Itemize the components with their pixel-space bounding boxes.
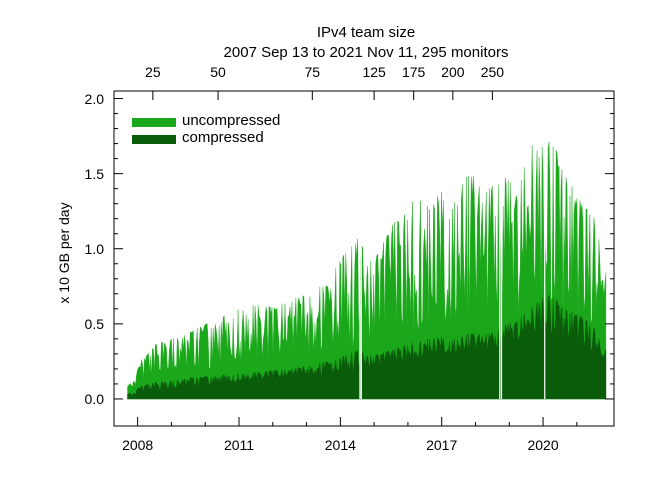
x-tick-label-2020: 2020 bbox=[527, 437, 559, 453]
axis-ticks bbox=[114, 91, 614, 426]
y-tick-label-0.5: 0.5 bbox=[84, 315, 104, 332]
x-tick-label-2017: 2017 bbox=[426, 437, 458, 453]
legend-swatch-compressed bbox=[132, 135, 176, 144]
y-tick-label-1.0: 1.0 bbox=[84, 240, 104, 257]
top-tick-label-250: 250 bbox=[480, 64, 505, 80]
chart-subtitle: 2007 Sep 13 to 2021 Nov 11, 295 monitors bbox=[223, 44, 509, 61]
top-tick-label-125: 125 bbox=[362, 64, 386, 80]
top-tick-label-175: 175 bbox=[401, 64, 426, 80]
y-tick-label-2.0: 2.0 bbox=[84, 90, 104, 107]
y-tick-label-0.0: 0.0 bbox=[84, 390, 104, 407]
x-tick-label-2014: 2014 bbox=[324, 437, 356, 453]
y-axis-label: x 10 GB per day bbox=[56, 202, 72, 304]
legend-swatch-uncompressed bbox=[132, 118, 176, 127]
legend-label-uncompressed: uncompressed bbox=[182, 112, 281, 129]
x-tick-label-2008: 2008 bbox=[122, 437, 154, 453]
data-areas bbox=[127, 106, 607, 400]
legend-label-compressed: compressed bbox=[182, 129, 264, 146]
series-area-compressed bbox=[127, 295, 607, 400]
top-tick-label-200: 200 bbox=[441, 64, 465, 80]
plot-frame bbox=[113, 90, 615, 427]
top-tick-label-25: 25 bbox=[145, 64, 161, 80]
top-axis-title: IPv4 team size bbox=[316, 24, 416, 41]
plot-border bbox=[113, 90, 615, 427]
top-tick-label-75: 75 bbox=[304, 64, 321, 80]
y-tick-label-1.5: 1.5 bbox=[84, 165, 104, 182]
x-tick-label-2011: 2011 bbox=[223, 437, 255, 453]
top-tick-label-50: 50 bbox=[210, 64, 226, 80]
